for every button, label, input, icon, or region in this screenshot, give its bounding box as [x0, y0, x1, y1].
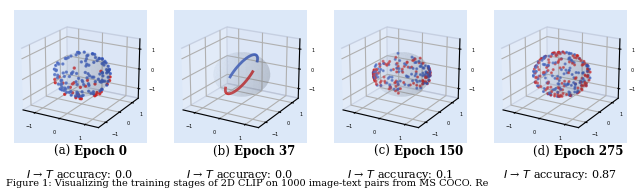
Text: (c): (c)	[374, 145, 394, 158]
Text: (d): (d)	[533, 145, 554, 158]
Text: Epoch 37: Epoch 37	[234, 145, 295, 158]
Text: (a): (a)	[54, 145, 74, 158]
Text: Epoch 275: Epoch 275	[554, 145, 623, 158]
Text: Epoch 150: Epoch 150	[394, 145, 463, 158]
Text: $I$ → $T$ accuracy: 0.0: $I$ → $T$ accuracy: 0.0	[26, 168, 134, 182]
Text: $I$ → $T$ accuracy: 0.1: $I$ → $T$ accuracy: 0.1	[347, 168, 453, 182]
Text: (b): (b)	[213, 145, 234, 158]
Text: Epoch 0: Epoch 0	[74, 145, 127, 158]
Text: $I$ → $T$ accuracy: 0.87: $I$ → $T$ accuracy: 0.87	[503, 168, 617, 182]
Text: Figure 1: Visualizing the training stages of 2D CLIP on 1000 image-text pairs fr: Figure 1: Visualizing the training stage…	[6, 179, 489, 188]
Text: $I$ → $T$ accuracy: 0.0: $I$ → $T$ accuracy: 0.0	[186, 168, 294, 182]
